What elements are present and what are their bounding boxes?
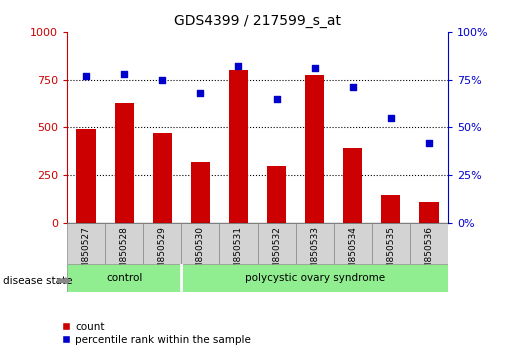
Point [349,85,357,90]
Bar [76,129,96,223]
Text: GSM850532: GSM850532 [272,226,281,281]
Point [82,73,90,79]
Point [387,115,395,121]
Bar [191,162,210,223]
Point [311,65,319,71]
Bar [334,223,372,264]
Text: GSM850528: GSM850528 [119,226,129,281]
Point [158,77,166,82]
Bar [105,223,143,264]
Bar [382,195,401,223]
Bar [219,223,258,264]
Bar [372,223,410,264]
Text: polycystic ovary syndrome: polycystic ovary syndrome [245,273,385,283]
Bar [67,223,105,264]
Text: GSM850536: GSM850536 [424,226,434,281]
Point [272,96,281,102]
Text: GSM850531: GSM850531 [234,226,243,281]
Bar [344,148,363,223]
Point [196,90,204,96]
Bar [153,133,172,223]
Text: GSM850533: GSM850533 [310,226,319,281]
Bar [419,202,439,223]
Bar [305,75,324,223]
Legend: count, percentile rank within the sample: count, percentile rank within the sample [57,317,255,349]
Bar [67,264,181,292]
Bar [114,103,134,223]
Bar [143,223,181,264]
Bar [181,264,448,292]
Text: GSM850535: GSM850535 [386,226,396,281]
Title: GDS4399 / 217599_s_at: GDS4399 / 217599_s_at [174,14,341,28]
Bar [258,223,296,264]
Bar [410,223,448,264]
Bar [181,223,219,264]
Text: GSM850530: GSM850530 [196,226,205,281]
Bar [296,223,334,264]
Point [425,140,433,145]
Point [234,63,243,69]
Text: GSM850534: GSM850534 [348,226,357,281]
Bar [267,166,286,223]
Bar [229,70,248,223]
Text: GSM850527: GSM850527 [81,226,91,281]
Text: control: control [106,273,142,283]
Text: disease state: disease state [3,276,72,286]
Point [120,71,128,77]
Text: GSM850529: GSM850529 [158,226,167,281]
